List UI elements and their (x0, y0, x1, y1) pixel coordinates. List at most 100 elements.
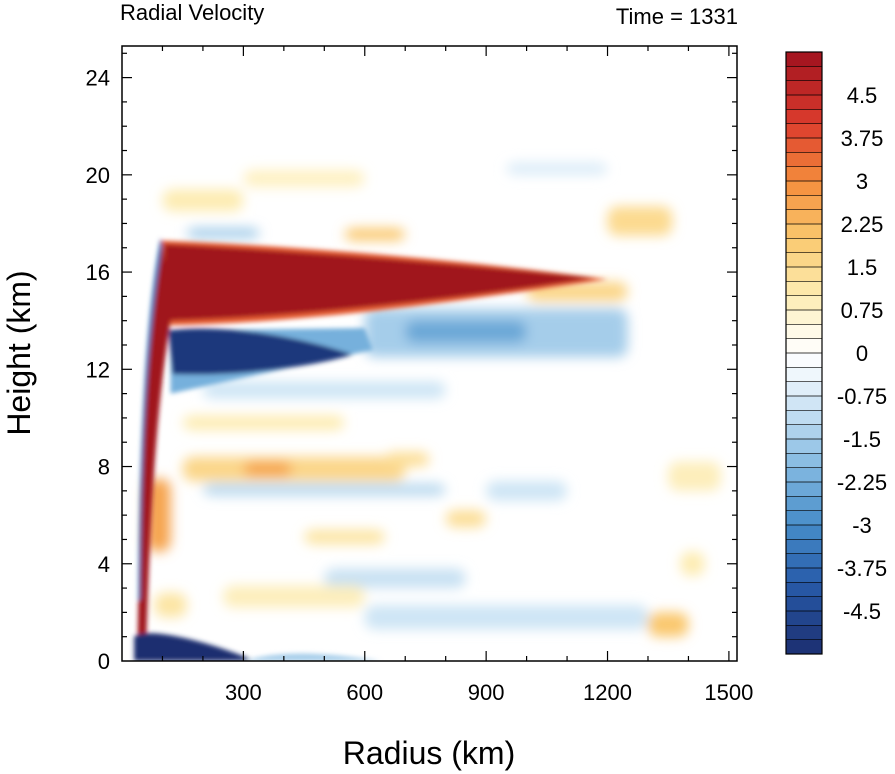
boundary-inflow-tail (243, 653, 381, 661)
weak-anomaly (202, 381, 446, 399)
colorbar-bin (786, 267, 822, 282)
colorbar-bin (786, 123, 822, 139)
colorbar-bin (786, 166, 822, 182)
colorbar-bin (786, 625, 822, 640)
colorbar-label: 3.75 (841, 126, 884, 151)
eyewall-column (137, 245, 171, 652)
x-tick-label: 300 (225, 680, 262, 705)
colorbar-label: 0.75 (841, 298, 884, 323)
colorbar-bin (786, 324, 822, 339)
colorbar-label: 3 (856, 169, 868, 194)
outflow-jet (164, 244, 596, 321)
colorbar-label: -1.5 (843, 427, 881, 452)
x-tick-label: 1500 (704, 680, 753, 705)
colorbar-label: -3 (852, 513, 872, 538)
weak-anomaly (243, 169, 365, 187)
colorbar-bin (786, 252, 822, 268)
strong-feature-layer (134, 238, 608, 661)
weak-anomaly (364, 605, 648, 630)
colorbar-bin (786, 310, 822, 325)
weak-anomaly (182, 456, 406, 482)
time-label: Time = 1331 (616, 4, 738, 29)
weak-anomaly (405, 320, 527, 343)
y-tick-label: 12 (86, 357, 110, 382)
colorbar-label: 4.5 (847, 83, 878, 108)
colorbar-bin (786, 295, 822, 311)
weak-anomaly (243, 461, 292, 477)
colorbar-bin (786, 482, 822, 497)
inflow-layer (168, 328, 353, 375)
colorbar-label: 0 (856, 341, 868, 366)
colorbar-bin (786, 209, 822, 225)
colorbar-bin (786, 453, 822, 468)
colorbar-bin (786, 439, 822, 454)
colorbar-bin (786, 80, 822, 96)
weak-anomaly (668, 461, 721, 491)
colorbar-label: -2.25 (837, 470, 887, 495)
x-tick-label: 1200 (583, 680, 632, 705)
weak-anomaly (384, 451, 430, 467)
colorbar-frame (785, 51, 823, 655)
colorbar-bin (786, 596, 822, 612)
x-tick-label: 900 (468, 680, 505, 705)
x-tick-label: 600 (346, 680, 383, 705)
weak-anomaly (680, 551, 705, 576)
colorbar-bin (786, 353, 822, 368)
colorbar-bin (786, 553, 822, 569)
y-axis-label: Height (km) (1, 270, 37, 435)
colorbar-bin (786, 496, 822, 511)
colorbar-bin (786, 410, 822, 425)
weak-anomaly (647, 612, 689, 637)
eye-edge (138, 238, 163, 601)
colorbar-bin (786, 582, 822, 597)
axis-ticks (122, 46, 737, 661)
colorbar-labels: 4.5 3.75 3 2.25 1.5 0.75 0 -0.75 -1.5 -2.25 -3 -3.7… (837, 83, 887, 624)
colorbar-bin (786, 568, 822, 583)
colorbar-label: -0.75 (837, 384, 887, 409)
weak-anomaly (304, 529, 385, 545)
weak-anomaly (182, 415, 345, 431)
colorbar-bin (786, 195, 822, 210)
boundary-inflow (134, 633, 256, 661)
weak-anomaly (324, 568, 466, 589)
plot-frame (121, 45, 738, 662)
colorbar-label: -4.5 (843, 599, 881, 624)
colorbar-bin (786, 66, 822, 81)
colorbar-bin (786, 525, 822, 540)
weak-anomaly-layer (146, 162, 721, 637)
colorbar-label: 2.25 (841, 212, 884, 237)
weak-anomaly (223, 585, 365, 608)
colorbar-bin (786, 152, 822, 167)
y-tick-label: 16 (86, 260, 110, 285)
colorbar-bin (786, 52, 822, 67)
colorbar-bin (786, 281, 822, 296)
weak-anomaly (607, 206, 673, 236)
colorbar-bin (786, 95, 822, 110)
colorbar-label: -3.75 (837, 556, 887, 581)
colorbar-bin (786, 181, 822, 196)
weak-anomaly (506, 162, 608, 175)
colorbar-bin (786, 611, 822, 626)
y-tick-labels: 0 4 8 12 16 20 24 (86, 66, 110, 674)
colorbar-bin (786, 467, 822, 483)
weak-anomaly (445, 510, 487, 528)
colorbar-label: 1.5 (847, 255, 878, 280)
chart-title: Radial Velocity (120, 0, 264, 25)
colorbar-bin (786, 224, 822, 239)
colorbar-bin (786, 639, 822, 655)
weak-anomaly (202, 483, 446, 496)
weak-anomaly (186, 228, 260, 239)
weak-anomaly (344, 228, 406, 241)
colorbar-bin (786, 396, 822, 411)
y-tick-label: 8 (98, 455, 110, 480)
colorbar-bin (786, 510, 822, 526)
colorbar-bin (786, 539, 822, 554)
colorbar-bin (786, 138, 822, 153)
colorbar (785, 51, 823, 655)
weak-anomaly (486, 481, 568, 501)
velocity-field (122, 46, 737, 661)
weak-anomaly (162, 189, 244, 212)
colorbar-bin (786, 109, 822, 124)
x-tick-labels: 300 600 900 1200 1500 (225, 680, 753, 705)
